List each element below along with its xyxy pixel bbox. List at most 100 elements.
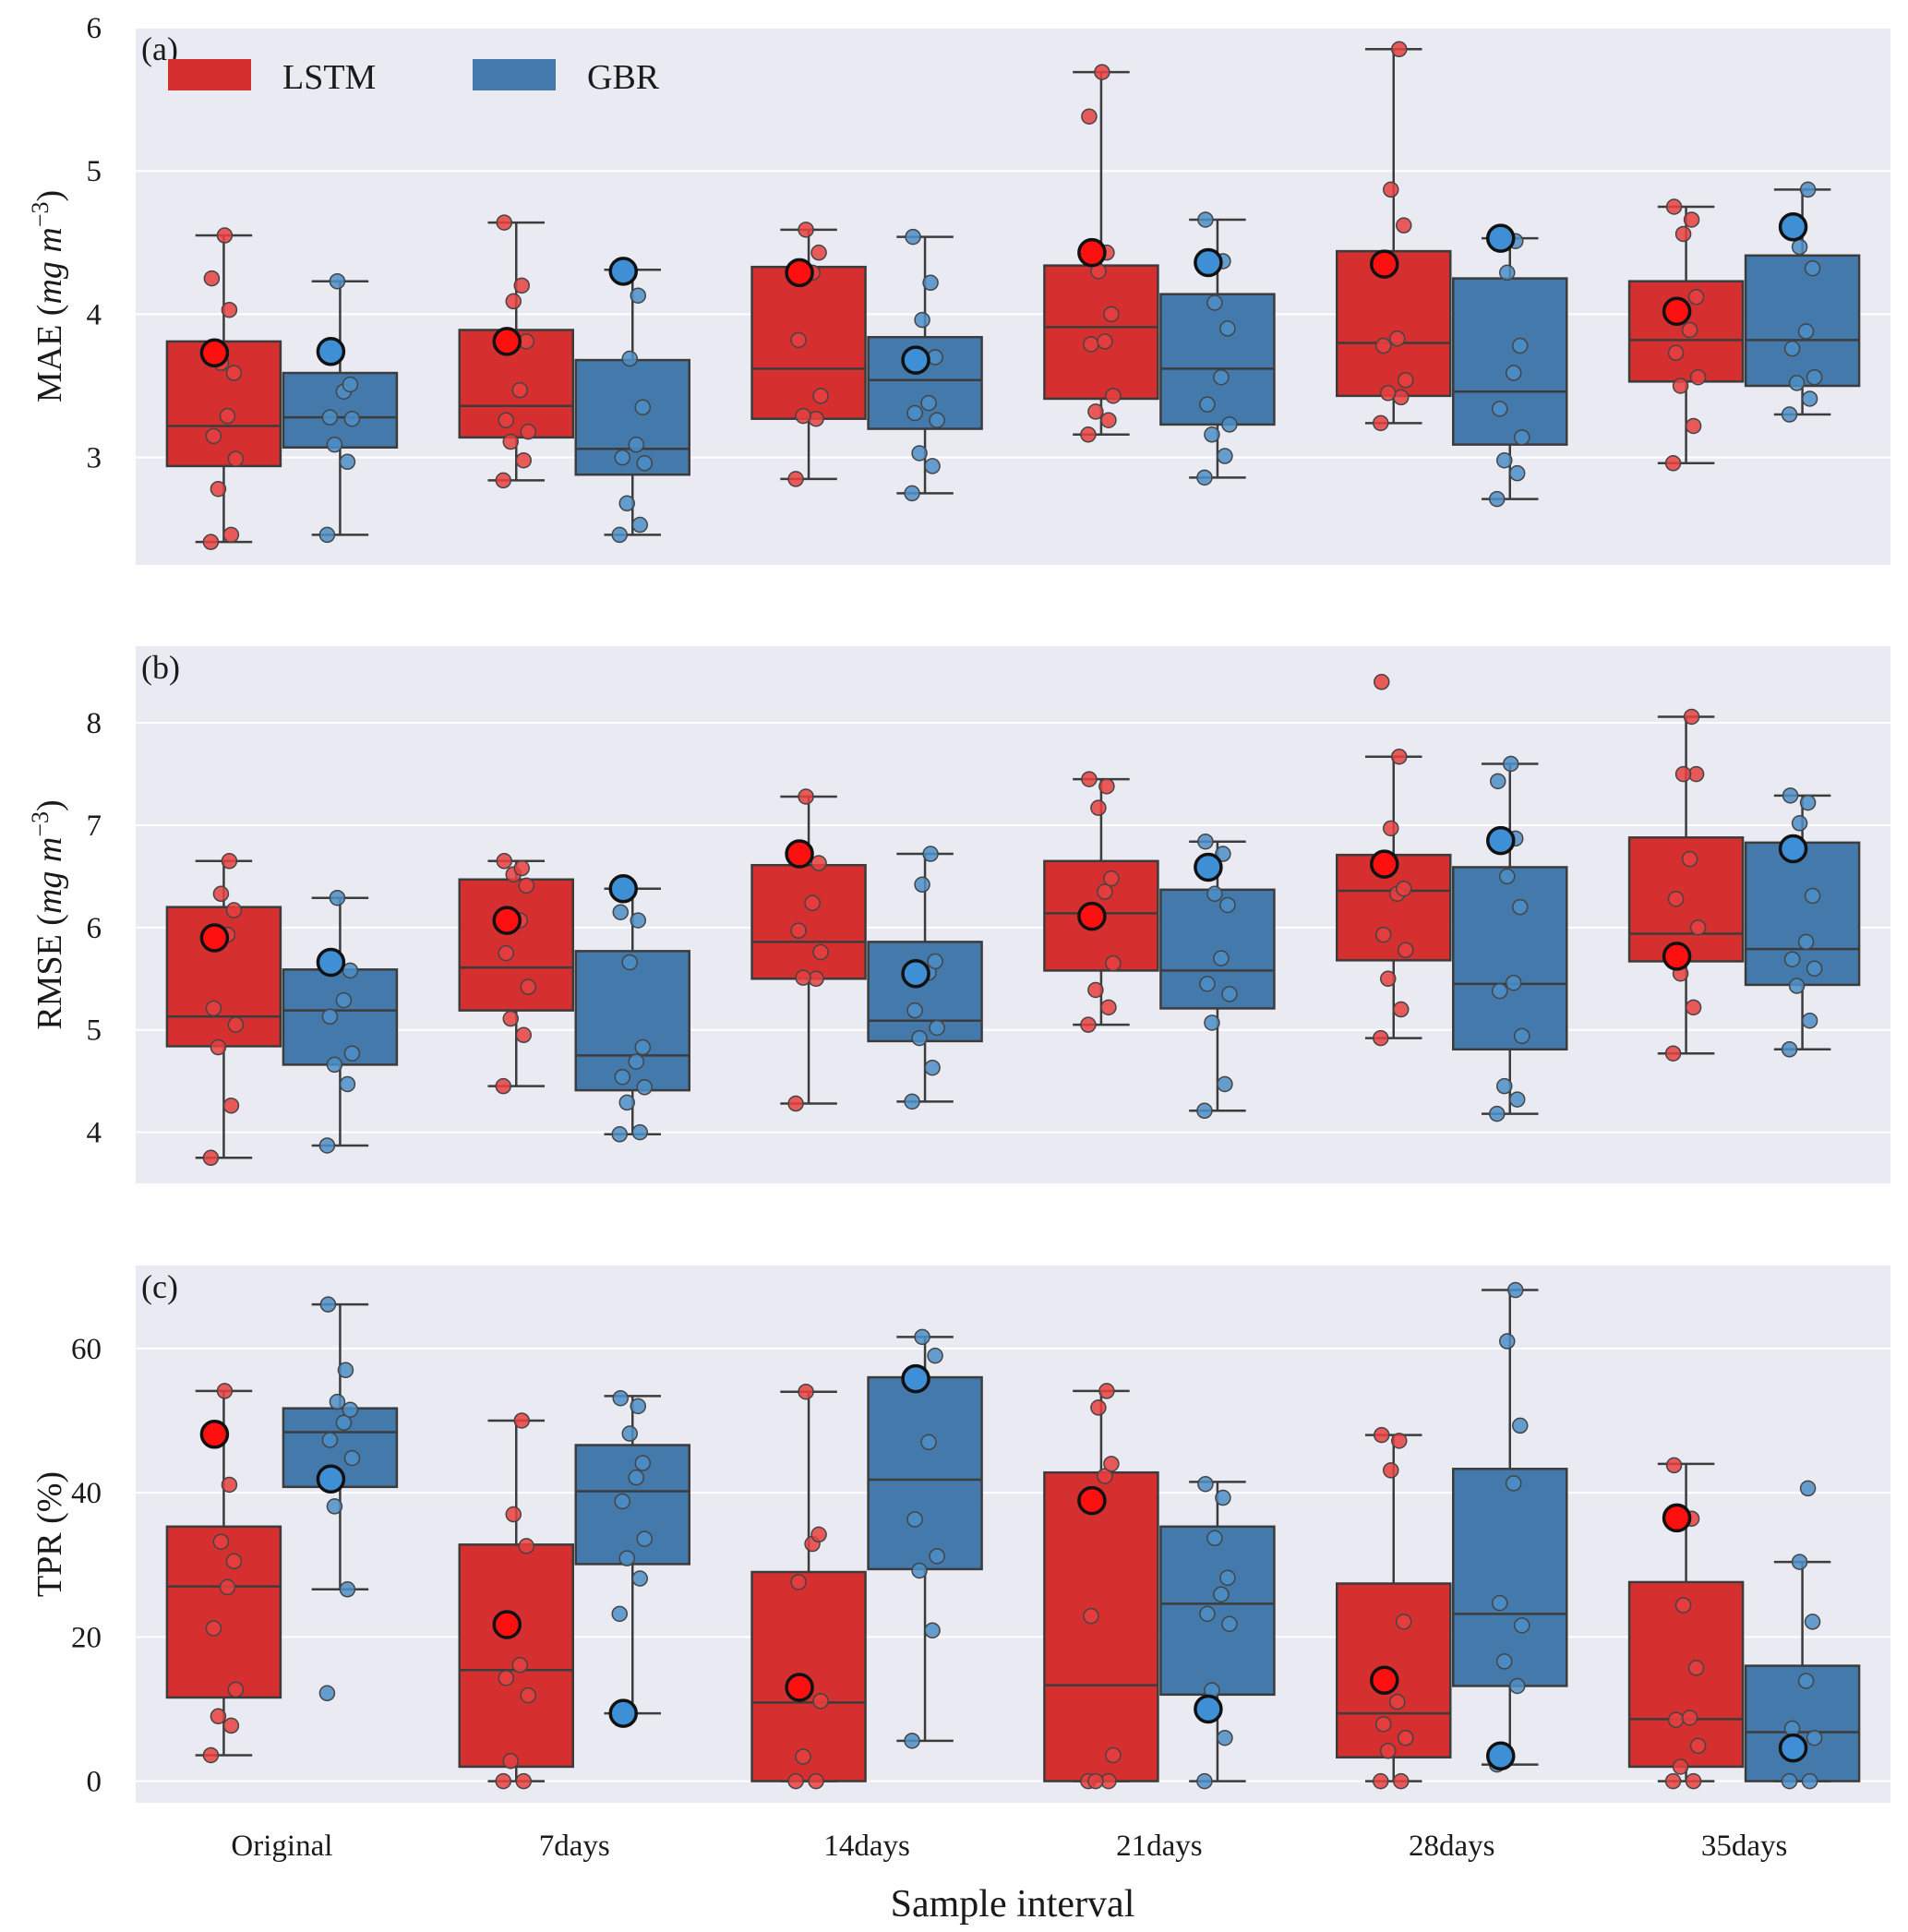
data-point xyxy=(343,1045,361,1062)
data-point xyxy=(520,978,536,995)
y-tick-label: 4 xyxy=(87,298,102,331)
data-point xyxy=(1374,1426,1390,1444)
highlight-marker xyxy=(1778,1733,1808,1763)
data-point xyxy=(1667,1711,1685,1728)
y-tick-label: 8 xyxy=(87,707,102,740)
data-point xyxy=(1396,1614,1412,1630)
data-point xyxy=(1667,891,1685,907)
data-point xyxy=(1083,336,1099,353)
data-point xyxy=(319,1296,337,1313)
box-lstm-original xyxy=(165,227,282,550)
data-point xyxy=(614,1493,630,1510)
data-point xyxy=(621,1425,638,1442)
data-point xyxy=(1512,898,1529,916)
data-point xyxy=(329,889,346,906)
data-point xyxy=(222,1717,240,1734)
data-point xyxy=(1398,372,1414,389)
data-point xyxy=(1197,1475,1214,1493)
y-tick-label: 6 xyxy=(87,912,102,945)
data-point xyxy=(1087,981,1104,999)
data-point xyxy=(1791,238,1808,256)
data-point xyxy=(906,404,923,422)
y-tick-label: 3 xyxy=(87,442,102,475)
box-body xyxy=(1159,1525,1276,1697)
data-point xyxy=(212,885,230,903)
highlight-marker xyxy=(1778,834,1808,864)
data-point xyxy=(1196,1772,1213,1790)
data-point xyxy=(1219,1569,1236,1587)
data-point xyxy=(518,877,534,894)
data-point xyxy=(520,423,536,440)
data-point xyxy=(339,1581,356,1598)
data-point xyxy=(1391,1433,1408,1449)
highlight-marker xyxy=(1194,247,1223,278)
data-point xyxy=(321,1008,339,1026)
panel-background xyxy=(136,1266,1890,1803)
data-point xyxy=(630,1398,646,1415)
data-point xyxy=(914,876,930,894)
data-point xyxy=(210,1038,227,1056)
data-point xyxy=(1499,1333,1516,1350)
box-lstm-original xyxy=(165,1383,282,1764)
data-point xyxy=(920,394,937,412)
data-point xyxy=(203,270,221,287)
data-point xyxy=(1492,982,1508,1000)
data-point xyxy=(1383,181,1399,198)
data-point xyxy=(1514,1617,1530,1634)
data-point xyxy=(1781,406,1798,423)
box-gbr-21days xyxy=(1159,1475,1276,1790)
data-point xyxy=(1199,396,1216,413)
data-point xyxy=(636,455,653,472)
data-point xyxy=(1219,320,1236,337)
data-point xyxy=(205,1000,222,1017)
data-point xyxy=(1506,365,1522,381)
box-gbr-original xyxy=(282,1296,399,1702)
data-point xyxy=(1219,896,1236,914)
data-point xyxy=(1781,1772,1798,1790)
box-gbr-7days xyxy=(574,1389,690,1728)
data-point xyxy=(221,301,238,318)
data-point xyxy=(621,350,638,367)
y-axis-title: MAE (mg m−3) xyxy=(27,190,70,402)
data-point xyxy=(511,381,528,399)
data-point xyxy=(911,1029,928,1047)
data-point xyxy=(618,1094,635,1111)
data-point xyxy=(1783,340,1801,357)
data-point xyxy=(614,1068,630,1086)
data-point xyxy=(1665,198,1683,215)
highlight-marker xyxy=(1662,1503,1692,1533)
data-point xyxy=(1689,368,1707,386)
data-point xyxy=(1206,885,1223,903)
box-body xyxy=(574,1444,690,1566)
box-gbr-14days xyxy=(867,228,983,502)
x-tick-label: 14days xyxy=(823,1830,910,1863)
highlight-marker xyxy=(1370,849,1399,879)
data-point xyxy=(1097,1468,1113,1484)
data-point xyxy=(798,1383,814,1400)
data-point xyxy=(1197,211,1214,228)
data-point xyxy=(611,1126,628,1143)
highlight-marker xyxy=(316,947,346,978)
highlight-marker xyxy=(1370,249,1399,279)
data-point xyxy=(1788,375,1806,391)
highlight-marker xyxy=(785,258,814,288)
data-point xyxy=(922,846,939,862)
data-point xyxy=(1389,1693,1406,1710)
data-point xyxy=(628,1053,644,1070)
data-point xyxy=(1199,976,1216,992)
data-point xyxy=(502,1752,519,1770)
data-point xyxy=(1380,1743,1397,1759)
data-point xyxy=(1213,1586,1230,1602)
data-point xyxy=(630,912,646,929)
data-point xyxy=(502,433,519,450)
data-point xyxy=(222,526,240,544)
data-point xyxy=(1217,1075,1233,1093)
data-point xyxy=(1221,986,1238,1002)
data-point xyxy=(1373,414,1389,432)
y-tick-label: 0 xyxy=(87,1766,102,1799)
data-point xyxy=(1375,1716,1392,1733)
data-point xyxy=(790,331,807,349)
data-point xyxy=(922,274,939,292)
data-point xyxy=(1373,1029,1389,1047)
